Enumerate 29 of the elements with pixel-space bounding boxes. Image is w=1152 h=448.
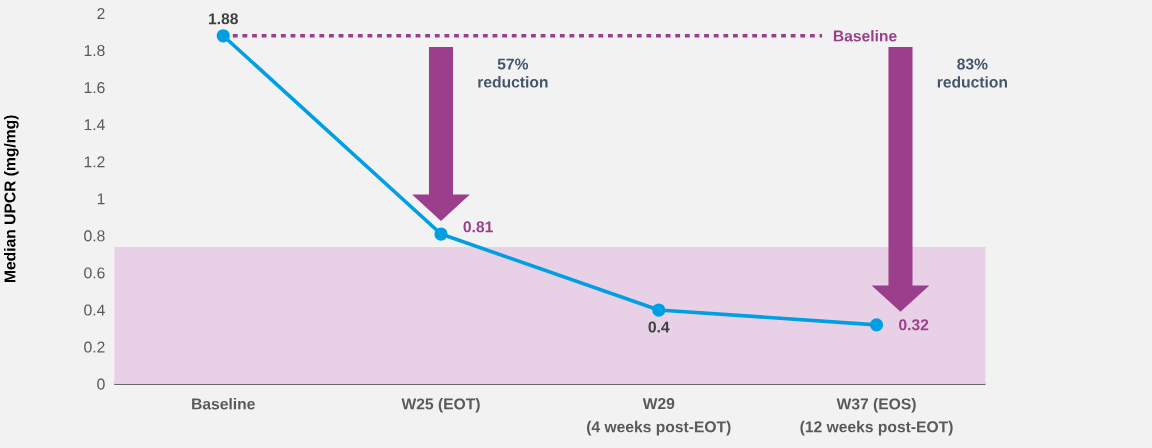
point (869, 318, 884, 332)
y-tick-label: 0 (97, 378, 105, 390)
y-axis-title: Median UPCR (mg/mg) (4, 115, 19, 282)
point (434, 227, 448, 241)
data-label: 1.88 (209, 13, 238, 25)
y-tick-label: 1.4 (84, 119, 105, 131)
y-tick-label: 1.8 (84, 44, 105, 57)
data-label: 0.81 (463, 221, 493, 233)
annotation: 57% reduction (478, 58, 548, 88)
y-tick-label: 0.4 (84, 304, 105, 316)
y-tick-label: 1.6 (84, 82, 105, 94)
data-label: 0.32 (899, 319, 929, 331)
y-tick-label: 0.2 (84, 341, 105, 353)
y-tick-label: 0.6 (84, 267, 105, 279)
point (652, 303, 666, 317)
y-tick-label: 1.2 (84, 156, 105, 168)
text: (4 weeks post-EOT) (587, 420, 731, 436)
data-label: 0.4 (648, 321, 670, 333)
y-tick-label: 0.8 (84, 230, 105, 242)
text: (12 weeks post-EOT) (800, 420, 953, 436)
ref-line-label: Baseline (833, 29, 897, 42)
annotation: 83% reduction (937, 58, 1007, 88)
point (216, 29, 230, 43)
y-tick-label: 1 (97, 193, 105, 205)
x-tick-label: W37 (EOS) (836, 397, 916, 413)
x-tick-label: Baseline (192, 397, 255, 410)
y-tick-label: 2 (97, 7, 105, 19)
x-tick-label: W29 (642, 397, 675, 409)
x-tick-label: W25 (EOT) (401, 397, 480, 413)
